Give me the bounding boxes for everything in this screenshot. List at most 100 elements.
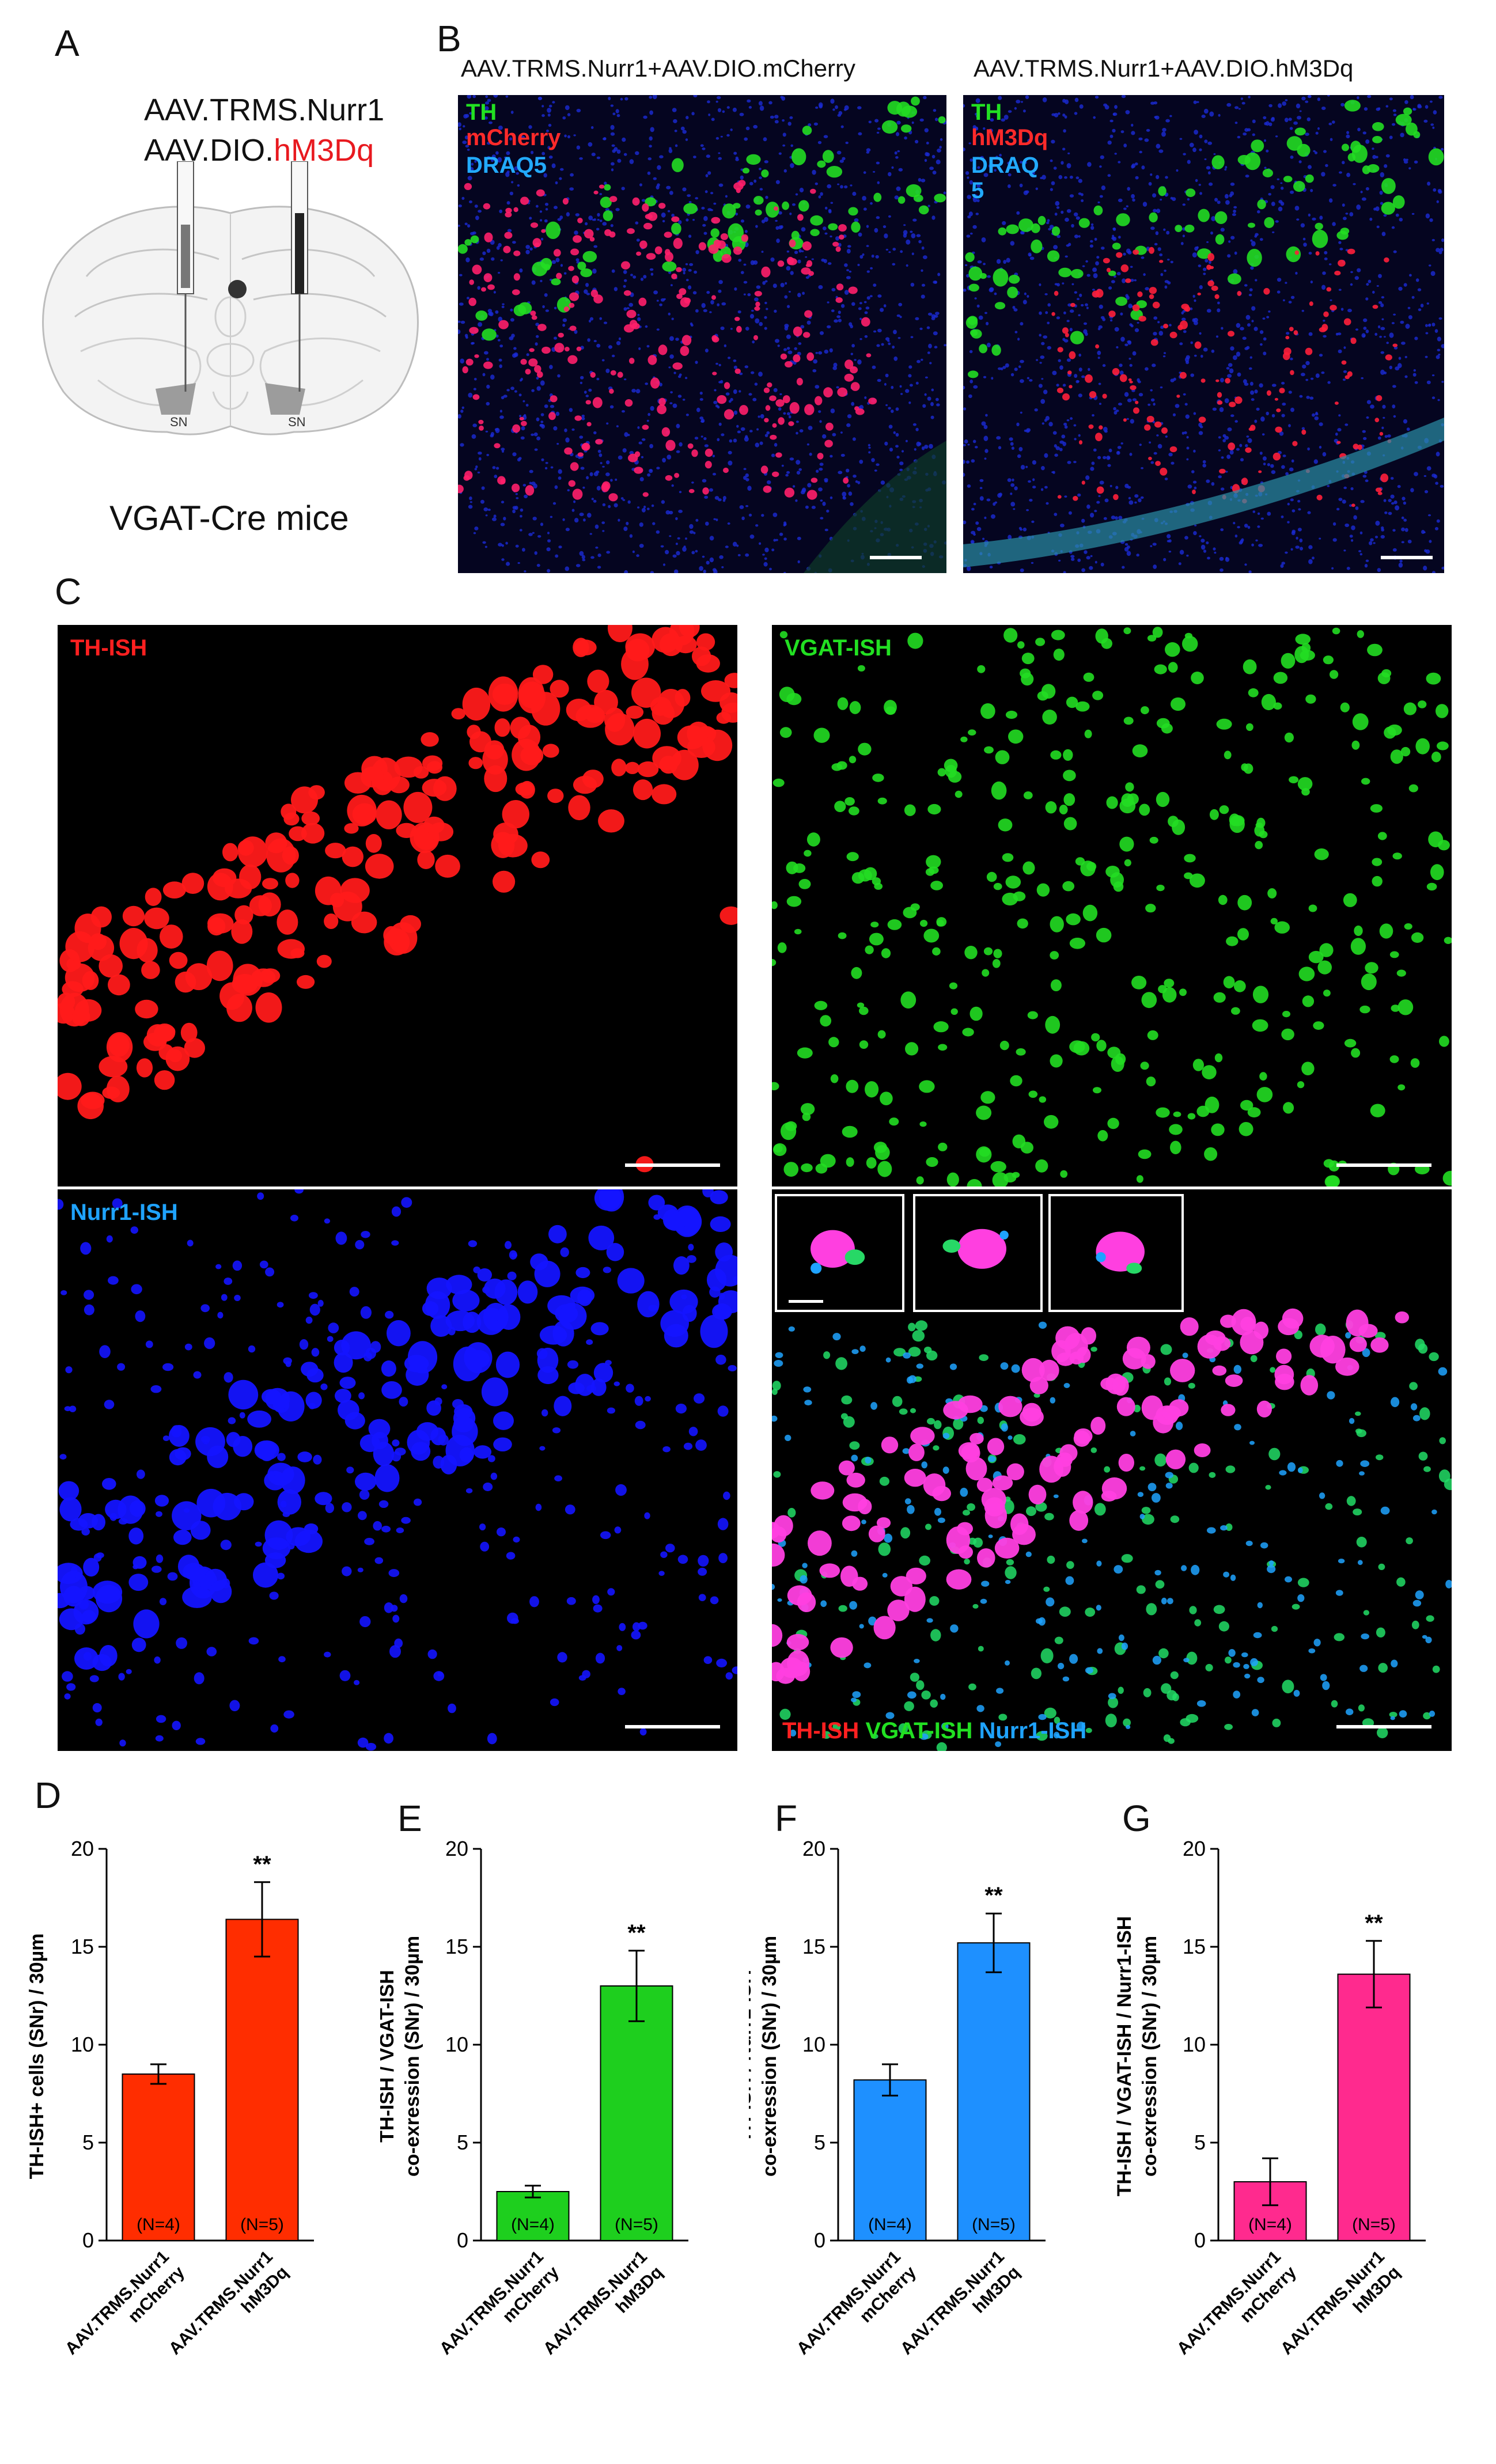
y-axis: 0 5 10 15 20 <box>445 1837 482 2252</box>
label-hm3dq: hM3Dq <box>971 125 1048 150</box>
y-tick-label: 0 <box>82 2228 94 2252</box>
y-tick-label: 20 <box>445 1837 468 1860</box>
significance-label: ** <box>1365 1910 1383 1936</box>
y-tick-label: 0 <box>1194 2228 1206 2252</box>
bar <box>600 1985 673 2241</box>
panel-letter-a: A <box>55 22 79 64</box>
y-tick-label: 0 <box>814 2228 825 2252</box>
y-tick-label: 15 <box>445 1935 468 1958</box>
scale-bar <box>870 556 922 559</box>
y-axis-label: TH-ISH+ cells (SNr) / 30µm <box>26 1934 48 2179</box>
panel-b-right-title: AAV.TRMS.Nurr1+AAV.DIO.hM3Dq <box>974 55 1354 82</box>
sn-label-left: SN <box>170 415 188 429</box>
panel-letter-b: B <box>437 18 461 59</box>
label-nurr1-ish: Nurr1-ISH <box>70 1200 178 1225</box>
y-tick-label: 15 <box>802 1935 825 1958</box>
y-axis-label: co-exression (SNr) / 30µm <box>759 1936 781 2177</box>
merge-legend: TH-ISH VGAT-ISH Nurr1-ISH <box>782 1718 1086 1743</box>
y-tick-label: 15 <box>1183 1935 1206 1958</box>
n-label: (N=4) <box>1248 2215 1292 2234</box>
significance-label: ** <box>984 1883 1003 1908</box>
y-tick-label: 10 <box>802 2033 825 2056</box>
label-th: TH <box>466 100 497 125</box>
bar <box>853 2079 927 2241</box>
y-tick-label: 10 <box>71 2033 94 2056</box>
y-tick-label: 5 <box>1194 2131 1206 2154</box>
micrograph-mcherry: TH mCherry DRAQ5 <box>458 95 946 573</box>
merge-legend-vgat: VGAT-ISH <box>865 1718 973 1743</box>
y-tick-label: 10 <box>445 2033 468 2056</box>
bar <box>122 2073 195 2241</box>
label-th-ish: TH-ISH <box>70 635 147 661</box>
y-tick-label: 5 <box>82 2131 94 2154</box>
panel-letter-f: F <box>775 1798 798 1839</box>
panel-a: AAV.TRMS.Nurr1 AAV.DIO.hM3Dq <box>23 75 438 547</box>
label-mcherry: mCherry <box>466 125 561 150</box>
inset-3 <box>1048 1194 1184 1312</box>
construct-prefix: AAV.DIO. <box>144 133 274 168</box>
y-tick-label: 10 <box>1183 2033 1206 2056</box>
y-axis-label: co-exression (SNr) / 30µm <box>1139 1936 1161 2177</box>
y-axis: 0 5 10 15 20 <box>1183 1837 1219 2252</box>
label-draq-5: 5 <box>971 178 984 203</box>
bar <box>1337 1973 1411 2241</box>
scale-bar <box>625 1163 720 1167</box>
brain-section-diagram <box>42 161 419 435</box>
construct-highlight: hM3Dq <box>274 133 374 168</box>
merge-legend-th: TH-ISH <box>782 1718 859 1743</box>
merge-legend-nurr1: Nurr1-ISH <box>979 1718 1087 1743</box>
y-tick-label: 20 <box>1183 1837 1206 1860</box>
panel-letter-d: D <box>35 1775 62 1816</box>
y-axis-label: TH-ISH / VGAT-ISH / Nurr1-ISH <box>1114 1916 1135 2197</box>
micrograph-vgat-ish: VGAT-ISH <box>772 625 1452 1186</box>
mice-label: VGAT-Cre mice <box>109 499 349 537</box>
y-tick-label: 15 <box>71 1935 94 1958</box>
inset-scale-bar <box>789 1300 823 1303</box>
y-axis-label: TH-ISH / VGAT-ISH <box>380 1970 398 2143</box>
y-tick-label: 5 <box>457 2131 468 2154</box>
significance-label: ** <box>253 1852 271 1877</box>
bar <box>496 2191 570 2241</box>
syringe-left <box>177 161 194 392</box>
y-axis: 0 5 10 15 20 <box>802 1837 839 2252</box>
scale-bar <box>1381 556 1433 559</box>
n-label: (N=5) <box>615 2215 658 2234</box>
panel-b-left-title: AAV.TRMS.Nurr1+AAV.DIO.mCherry <box>461 55 856 82</box>
micrograph-th-ish: TH-ISH <box>58 625 737 1186</box>
label-th: TH <box>971 100 1002 125</box>
inset-1 <box>775 1194 904 1312</box>
sn-label-right: SN <box>288 415 306 429</box>
y-axis-label: co-exression (SNr) / 30µm <box>402 1936 423 2177</box>
n-label: (N=5) <box>240 2215 284 2234</box>
label-draq: DRAQ <box>971 153 1039 178</box>
chart-d: 0 5 10 15 20 TH-ISH+ cells (SNr) / 30µm (N=4) A… <box>26 1837 314 2359</box>
significance-label: ** <box>627 1920 646 1946</box>
syringe-right <box>291 161 308 392</box>
bar <box>225 1919 299 2241</box>
n-label: (N=4) <box>511 2215 555 2234</box>
n-label: (N=5) <box>972 2215 1016 2234</box>
y-tick-label: 0 <box>457 2228 468 2252</box>
label-vgat-ish: VGAT-ISH <box>785 635 892 661</box>
panel-letter-e: E <box>397 1798 422 1839</box>
micrograph-nurr1-ish: Nurr1-ISH <box>58 1189 737 1751</box>
y-tick-label: 5 <box>814 2131 825 2154</box>
n-label: (N=5) <box>1352 2215 1396 2234</box>
panel-letter-c: C <box>55 571 82 612</box>
y-axis: 0 5 10 15 20 <box>71 1837 108 2252</box>
n-label: (N=4) <box>868 2215 912 2234</box>
panel-letter-g: G <box>1122 1798 1151 1839</box>
construct-label-2: AAV.DIO.hM3Dq <box>144 132 374 168</box>
y-axis-label: TH-ISH / Nurr1-ISH <box>749 1970 755 2143</box>
n-label: (N=4) <box>137 2215 180 2234</box>
construct-label-1: AAV.TRMS.Nurr1 <box>144 93 385 127</box>
label-draq5: DRAQ5 <box>466 153 547 178</box>
scale-bar <box>1336 1163 1431 1167</box>
